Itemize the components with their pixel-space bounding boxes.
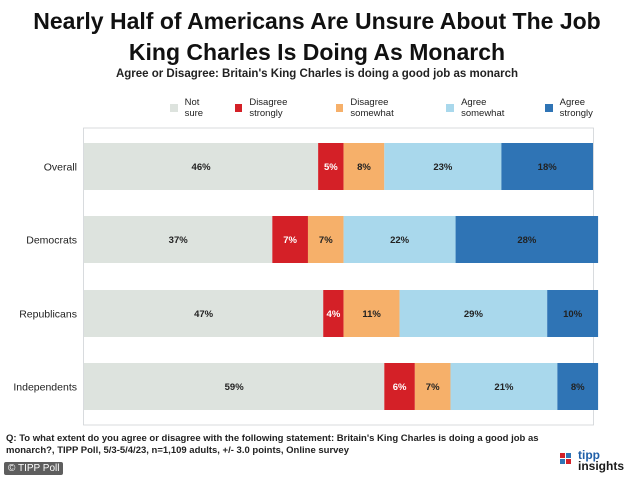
legend-label-agree-strongly: Agree strongly (559, 97, 593, 119)
bar-value-label-overall-not-sure: 46% (192, 162, 212, 173)
legend-label-disagree-strongly: Disagree strongly (249, 97, 288, 119)
legend-item-disagree-somewhat: Disagree somewhat (335, 97, 431, 119)
legend-swatch-not-sure (170, 104, 178, 112)
bar-value-label-overall-agree-strongly: 18% (538, 162, 558, 173)
chart-legend: Not sure Disagree strongly Disagree some… (170, 97, 634, 119)
bar-overall-disagree-somewhat (343, 143, 385, 190)
bar-value-label-democrats-agree-somewhat: 22% (390, 235, 410, 246)
bar-democrats-not-sure (84, 216, 273, 263)
tipp-logo-text: tipp insights (578, 448, 625, 473)
bar-republicans-agree-somewhat (399, 290, 548, 337)
legend-swatch-disagree-somewhat (335, 104, 344, 112)
bar-value-label-independents-agree-somewhat: 21% (494, 382, 514, 393)
bar-value-label-independents-disagree-strongly: 6% (393, 382, 407, 393)
legend-item-agree-somewhat: Agree somewhat (446, 97, 529, 119)
bar-value-label-democrats-disagree-somewhat: 7% (319, 235, 333, 246)
bar-republicans-agree-strongly (547, 290, 599, 337)
bar-value-label-republicans-disagree-somewhat: 11% (362, 309, 381, 320)
category-label-independents: Independents (13, 382, 77, 394)
category-label-democrats: Democrats (26, 235, 77, 247)
category-label-overall: Overall (44, 162, 77, 174)
legend-label-disagree-somewhat: Disagree somewhat (350, 97, 394, 119)
legend-item-disagree-strongly: Disagree strongly (234, 97, 320, 119)
bar-value-label-independents-disagree-somewhat: 7% (426, 382, 440, 393)
bar-independents-not-sure (84, 363, 385, 410)
legend-label-agree-somewhat: Agree somewhat (461, 97, 505, 119)
bar-democrats-disagree-strongly (272, 216, 308, 263)
bar-value-label-overall-disagree-strongly: 5% (324, 162, 338, 173)
bar-value-label-democrats-disagree-strongly: 7% (283, 235, 297, 246)
legend-label-not-sure: Not sure (184, 97, 204, 119)
bar-overall-not-sure (84, 143, 319, 190)
bar-independents-agree-strongly (557, 363, 599, 410)
chart-title-line-1: Nearly Half of Americans Are Unsure Abou… (33, 8, 601, 34)
bar-value-label-democrats-agree-strongly: 28% (517, 235, 537, 246)
bar-overall-disagree-strongly (318, 143, 344, 190)
bar-value-label-independents-not-sure: 59% (225, 382, 245, 393)
photo-credit: © TIPP Poll (4, 462, 64, 475)
bar-independents-disagree-somewhat (414, 363, 451, 410)
legend-swatch-agree-strongly (545, 104, 553, 112)
bar-republicans-disagree-strongly (323, 290, 344, 337)
bar-republicans-not-sure (84, 290, 324, 337)
bar-democrats-disagree-somewhat (307, 216, 344, 263)
bar-value-label-overall-disagree-somewhat: 8% (357, 162, 371, 173)
tipp-logo-icon (560, 453, 571, 464)
bar-republicans-disagree-somewhat (343, 290, 400, 337)
bar-value-label-republicans-agree-strongly: 10% (563, 309, 583, 320)
chart-subtitle: Agree or Disagree: Britain's King Charle… (115, 68, 519, 80)
bar-value-label-overall-agree-somewhat: 23% (433, 162, 453, 173)
legend-item-not-sure: Not sure (170, 97, 219, 119)
bar-democrats-agree-somewhat (343, 216, 456, 263)
tipp-logo-line-1: tipp (578, 448, 600, 462)
category-label-republicans: Republicans (19, 309, 77, 321)
legend-item-agree-strongly: Agree strongly (545, 97, 618, 119)
bar-value-label-democrats-not-sure: 37% (169, 235, 189, 246)
legend-swatch-agree-somewhat (446, 104, 455, 112)
legend-swatch-disagree-strongly (234, 104, 243, 112)
bar-independents-disagree-strongly (384, 363, 415, 410)
chart-title-line-2: King Charles Is Doing As Monarch (128, 39, 506, 65)
tipp-insights-logo: tipp insights (560, 446, 630, 476)
bar-value-label-republicans-agree-somewhat: 29% (464, 309, 484, 320)
bar-democrats-agree-strongly (455, 216, 599, 263)
bar-value-label-republicans-not-sure: 47% (194, 309, 214, 320)
bar-value-label-independents-agree-strongly: 8% (571, 382, 585, 393)
bar-overall-agree-somewhat (384, 143, 502, 190)
tipp-logo-line-2: insights (578, 459, 625, 473)
bar-overall-agree-strongly (501, 143, 593, 190)
bar-value-label-republicans-disagree-strongly: 4% (327, 309, 341, 320)
survey-question-note: Q: To what extent do you agree or disagr… (6, 433, 539, 456)
bar-independents-agree-somewhat (450, 363, 558, 410)
chart-title: Nearly Half of Americans Are Unsure Abou… (0, 6, 634, 68)
plot-area-frame (83, 127, 594, 426)
